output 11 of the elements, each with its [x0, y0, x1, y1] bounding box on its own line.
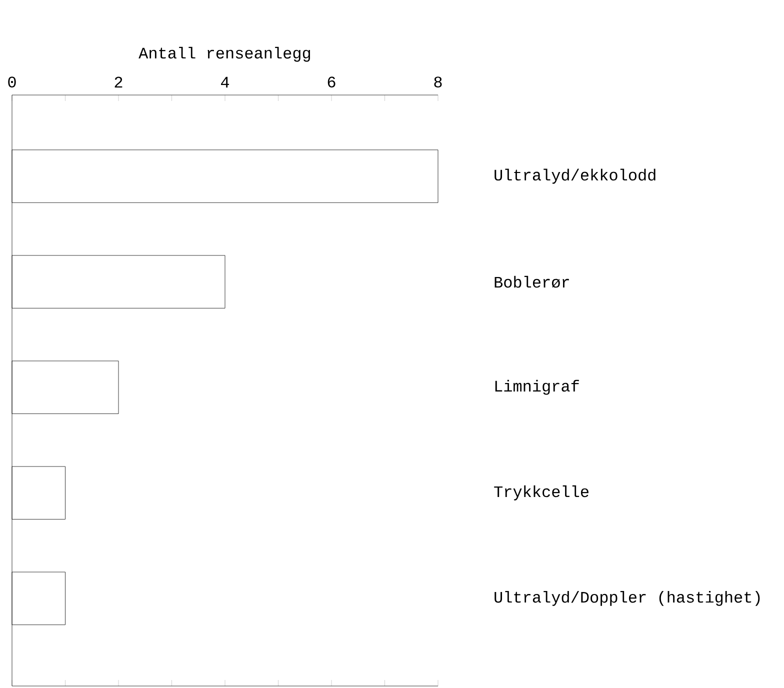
- y-tick-label: Trykkcelle: [494, 485, 588, 500]
- y-tick-label: Ultralyd/ekkolodd: [494, 168, 656, 184]
- x-tick-label: 2: [114, 76, 122, 88]
- y-tick-label: Ultralyd/Doppler (hastighet): [494, 590, 760, 606]
- x-tick-label: 8: [434, 76, 442, 88]
- x-axis-title: Antall renseanlegg: [138, 46, 310, 62]
- x-tick-label: 6: [328, 76, 336, 88]
- x-tick-label: 0: [8, 76, 16, 88]
- x-tick-label: 4: [221, 76, 229, 88]
- y-tick-label: Limnigraf: [495, 380, 579, 395]
- y-tick-label: Boblerør: [494, 276, 569, 288]
